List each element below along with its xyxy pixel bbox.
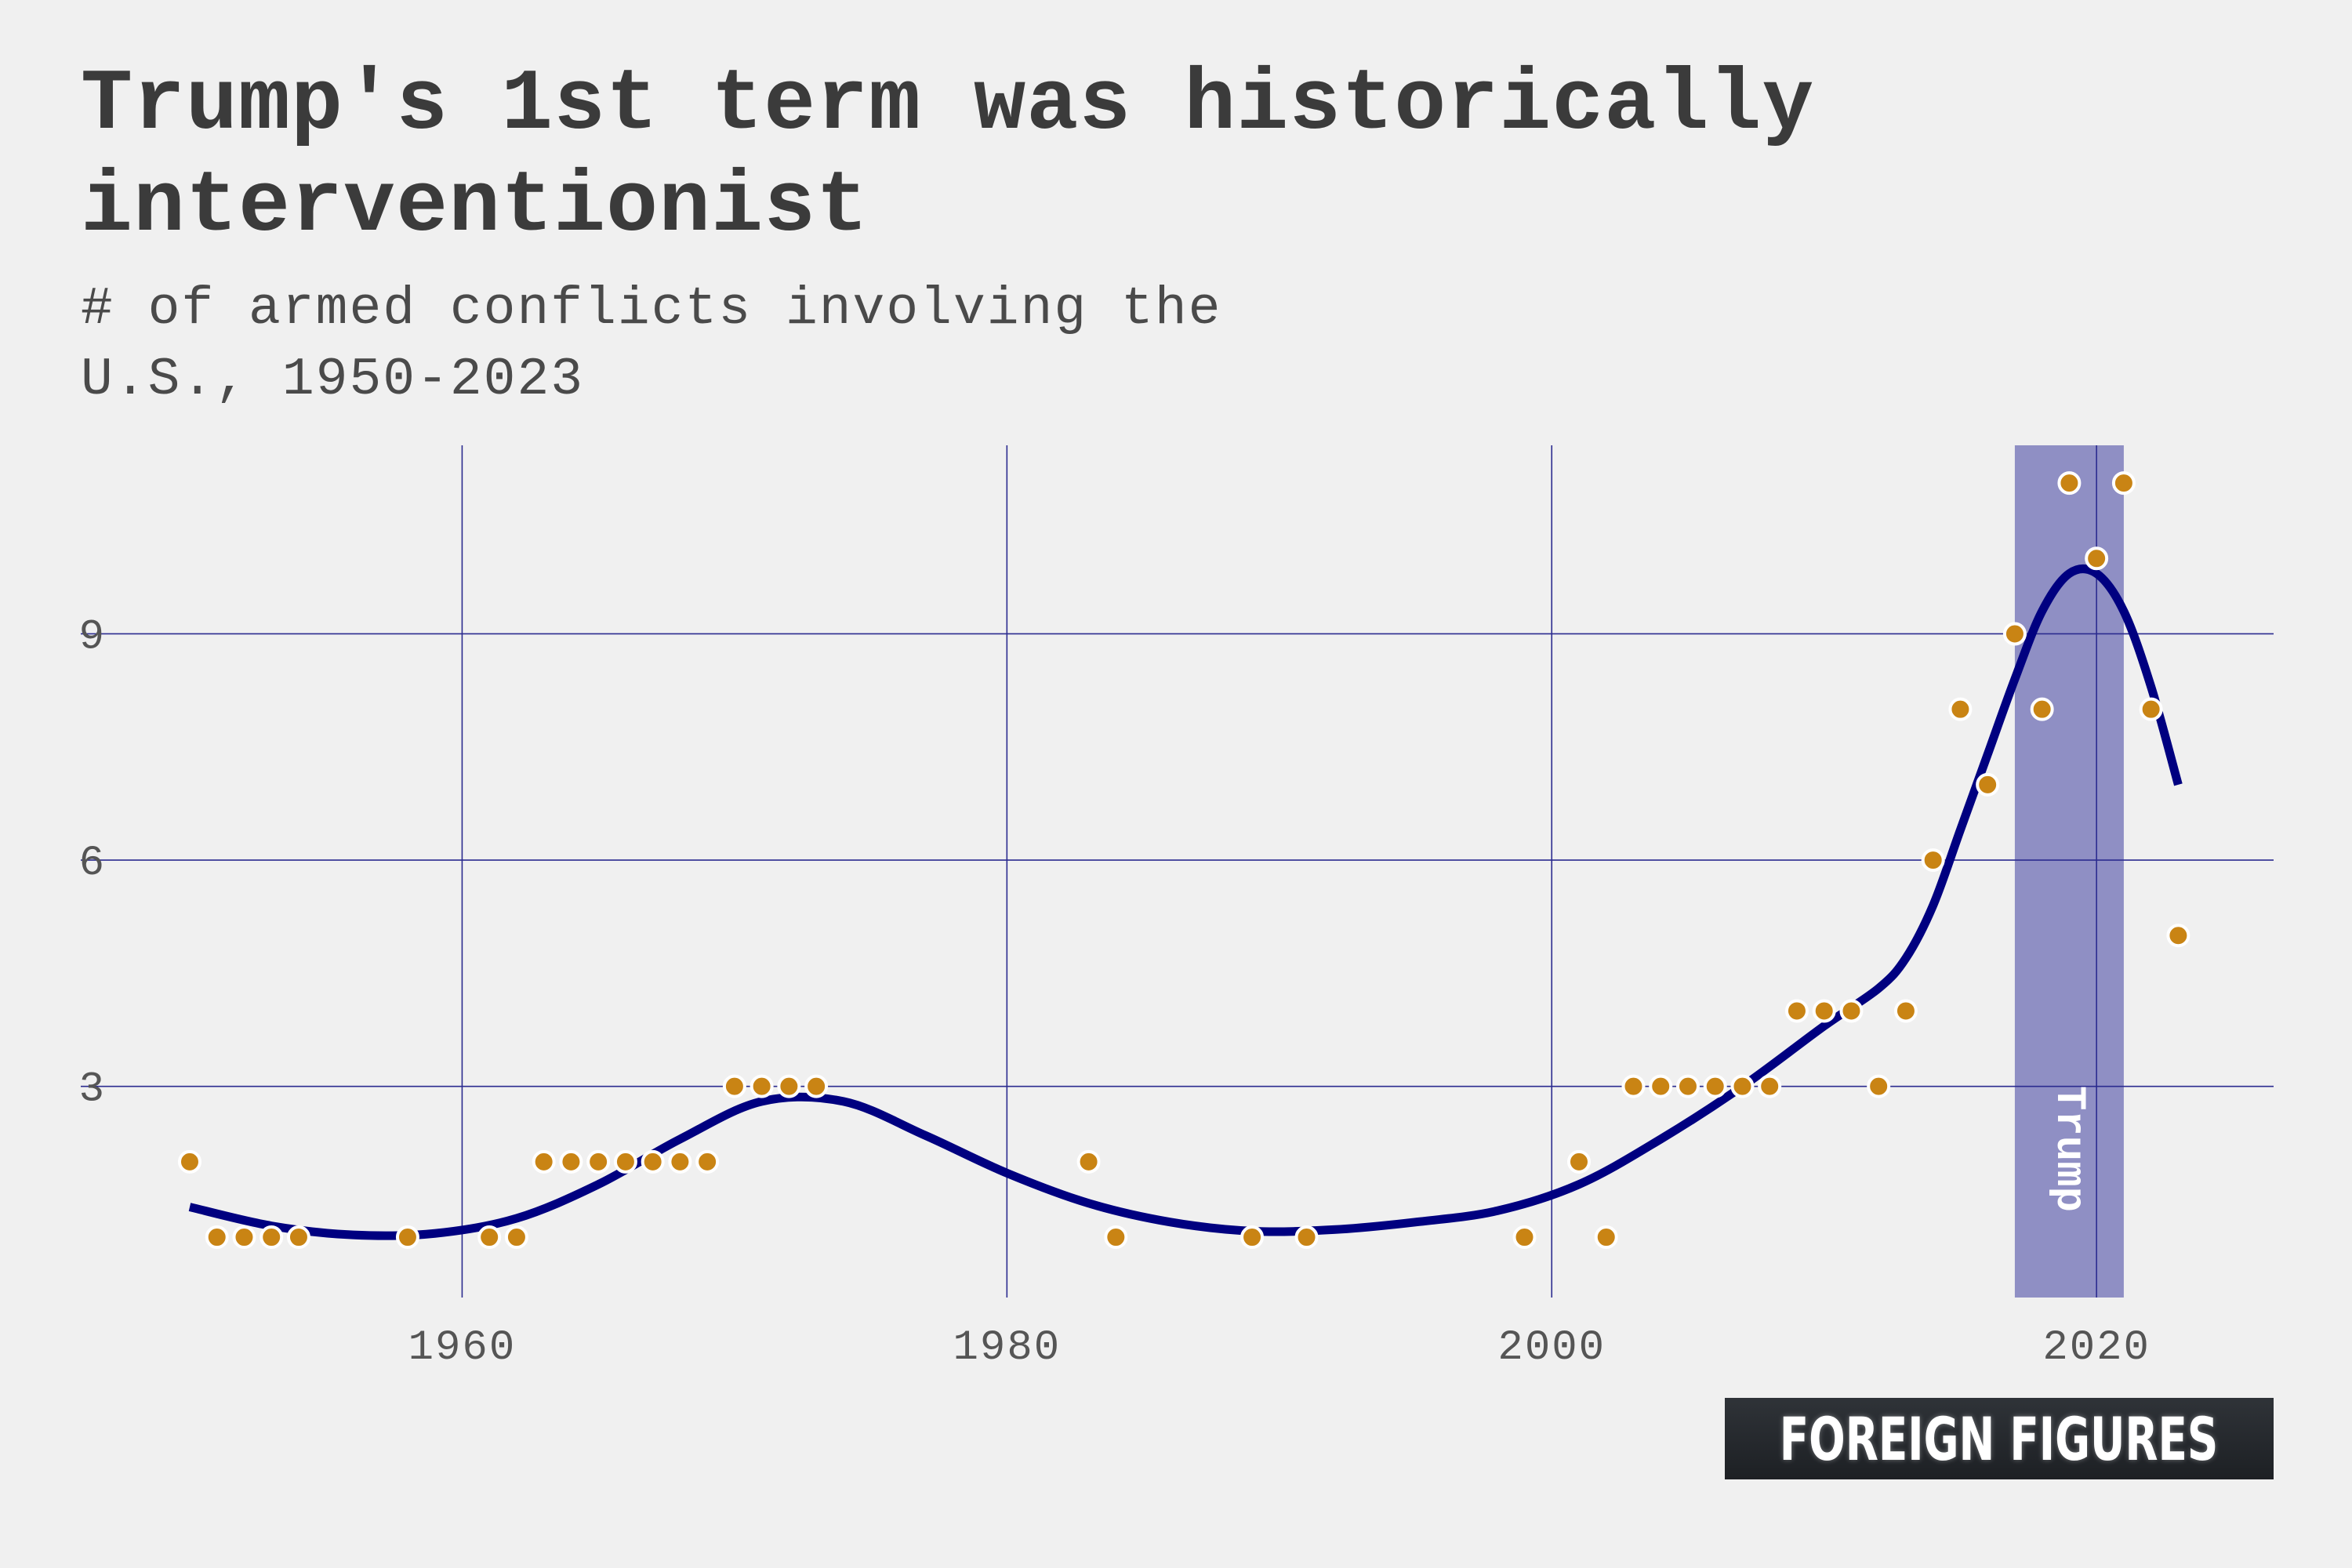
- data-point: [1893, 999, 1918, 1023]
- data-point: [532, 1149, 556, 1174]
- data-point: [641, 1149, 665, 1174]
- grid-lines: [81, 445, 2274, 1298]
- data-point: [205, 1225, 229, 1250]
- data-points: [177, 471, 2190, 1250]
- data-point: [232, 1225, 256, 1250]
- data-point: [286, 1225, 310, 1250]
- trend-line: [188, 564, 2183, 1240]
- data-point: [804, 1074, 829, 1098]
- data-point: [1703, 1074, 1727, 1098]
- data-point: [2139, 697, 2163, 721]
- y-tick-label: 3: [79, 1066, 106, 1114]
- data-point: [1240, 1225, 1265, 1250]
- data-point: [1758, 1074, 1782, 1098]
- data-point: [2085, 546, 2109, 571]
- data-point: [1621, 1074, 1646, 1098]
- data-point: [1104, 1225, 1128, 1250]
- data-point: [750, 1074, 774, 1098]
- data-point: [1976, 772, 2000, 797]
- x-tick-label: 1960: [408, 1324, 517, 1372]
- data-point: [1649, 1074, 1673, 1098]
- data-point: [1512, 1225, 1537, 1250]
- data-point: [1784, 999, 1809, 1023]
- data-point: [2166, 924, 2190, 948]
- foreign-figures-logo: FOREIGN FIGURES: [1725, 1398, 2274, 1479]
- data-point: [1812, 999, 1836, 1023]
- data-point: [2057, 471, 2082, 495]
- data-point: [559, 1149, 583, 1174]
- data-point: [1921, 848, 1945, 873]
- highlight-band-label: Trump: [2045, 1085, 2092, 1212]
- data-point: [477, 1225, 502, 1250]
- data-point: [586, 1149, 611, 1174]
- data-point: [2002, 622, 2027, 646]
- data-point: [1076, 1149, 1101, 1174]
- data-point: [1730, 1074, 1755, 1098]
- data-point: [777, 1074, 801, 1098]
- data-point: [177, 1149, 201, 1174]
- y-tick-label: 9: [79, 613, 106, 661]
- data-point: [395, 1225, 419, 1250]
- trend-line-group: [188, 564, 2183, 1240]
- y-tick-label: 6: [79, 840, 106, 887]
- data-point: [1948, 697, 1973, 721]
- x-tick-label: 1980: [953, 1324, 1062, 1372]
- axis-ticks: 1960 1980 2000 2020 3 6 9: [79, 613, 2151, 1372]
- highlight-band-group: Trump: [2014, 445, 2124, 1298]
- chart-subtitle: # of armed conflicts involving the U.S.,…: [81, 279, 1222, 410]
- x-tick-label: 2020: [2042, 1324, 2151, 1372]
- data-point: [1566, 1149, 1591, 1174]
- data-point: [1594, 1225, 1618, 1250]
- data-point: [1839, 999, 1864, 1023]
- logo-text: FOREIGN FIGURES: [1780, 1403, 2219, 1474]
- data-point: [722, 1074, 746, 1098]
- chart-title: Trump's 1st term was historically interv…: [81, 56, 1815, 256]
- data-point: [668, 1149, 692, 1174]
- x-tick-label: 2000: [1497, 1324, 1606, 1372]
- data-point: [613, 1149, 637, 1174]
- data-point: [1675, 1074, 1700, 1098]
- data-point: [504, 1225, 528, 1250]
- data-point: [2030, 697, 2054, 721]
- data-point: [1294, 1225, 1319, 1250]
- data-point: [1867, 1074, 1891, 1098]
- data-point: [2111, 471, 2136, 495]
- data-point: [260, 1225, 284, 1250]
- data-point: [695, 1149, 720, 1174]
